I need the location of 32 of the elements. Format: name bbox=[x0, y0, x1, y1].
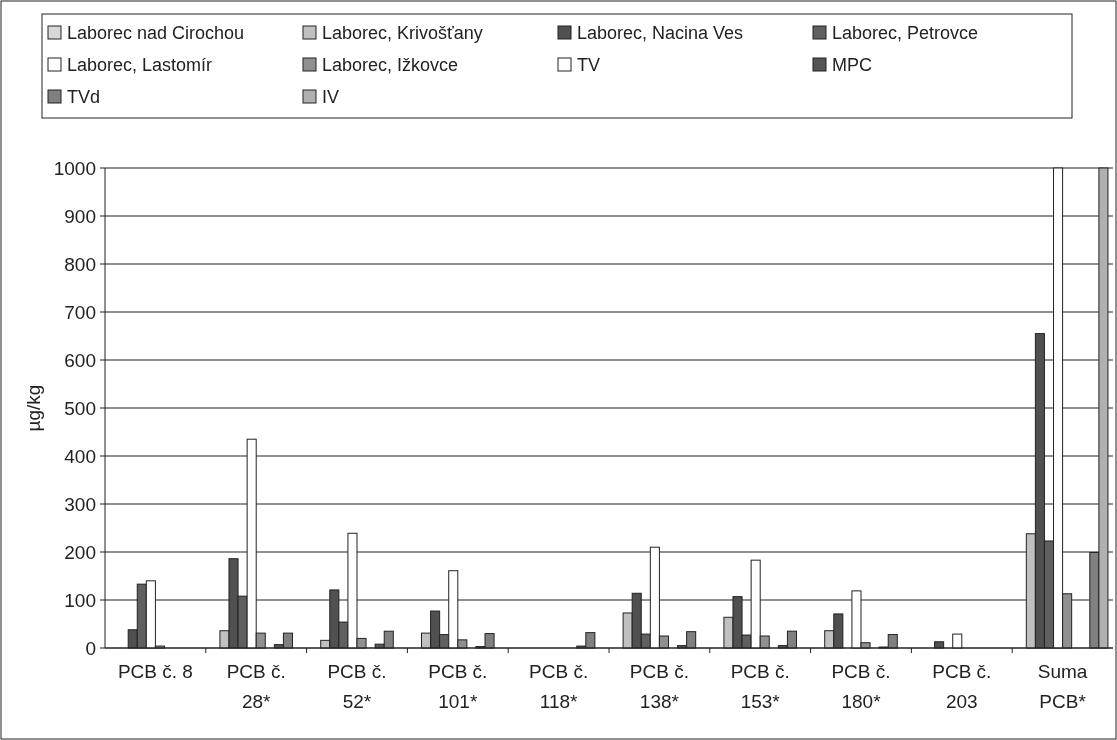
y-tick-label: 1000 bbox=[53, 157, 96, 179]
x-tick-label: PCB č. 118* bbox=[529, 661, 589, 712]
x-tick-label: PCB č. 153* bbox=[730, 661, 790, 712]
y-tick-label: 900 bbox=[64, 205, 96, 227]
x-tick-label: PCB č. 8 bbox=[117, 661, 193, 682]
x-tick-label: PCB č. 101* bbox=[428, 661, 488, 712]
y-tick-label: 0 bbox=[85, 637, 96, 659]
y-tick-label: 700 bbox=[64, 301, 96, 323]
x-tick-label: PCB č. 203 bbox=[932, 661, 992, 712]
y-tick-label: 800 bbox=[64, 253, 96, 275]
legend-label: TVd bbox=[67, 87, 101, 107]
legend-label: MPC bbox=[832, 55, 872, 75]
y-axis-title: µg/kg bbox=[23, 384, 44, 432]
legend-label: Laborec, Lastomír bbox=[67, 55, 213, 75]
legend-label: Laborec, Nacina Ves bbox=[577, 23, 744, 43]
legend-label: TV bbox=[577, 55, 601, 75]
x-tick-label: PCB č. 138* bbox=[629, 661, 689, 712]
y-tick-label: 200 bbox=[64, 541, 96, 563]
y-tick-label: 500 bbox=[64, 397, 96, 419]
x-tick-label: PCB č. 52* bbox=[327, 661, 387, 712]
y-tick-label: 400 bbox=[64, 445, 96, 467]
legend-label: IV bbox=[322, 87, 340, 107]
y-tick-label: 100 bbox=[64, 589, 96, 611]
legend-label: Laborec, Ižkovce bbox=[322, 55, 459, 75]
legend-label: Laborec, Krivošťany bbox=[322, 23, 483, 43]
legend-label: Laborec, Petrovce bbox=[832, 23, 979, 43]
x-tick-label: PCB č. 180* bbox=[831, 661, 891, 712]
x-tick-label: Suma PCB* bbox=[1037, 661, 1088, 712]
legend-label: Laborec nad Cirochou bbox=[67, 23, 245, 43]
x-tick-label: PCB č. 28* bbox=[226, 661, 286, 712]
y-tick-label: 600 bbox=[64, 349, 96, 371]
y-tick-label: 300 bbox=[64, 493, 96, 515]
